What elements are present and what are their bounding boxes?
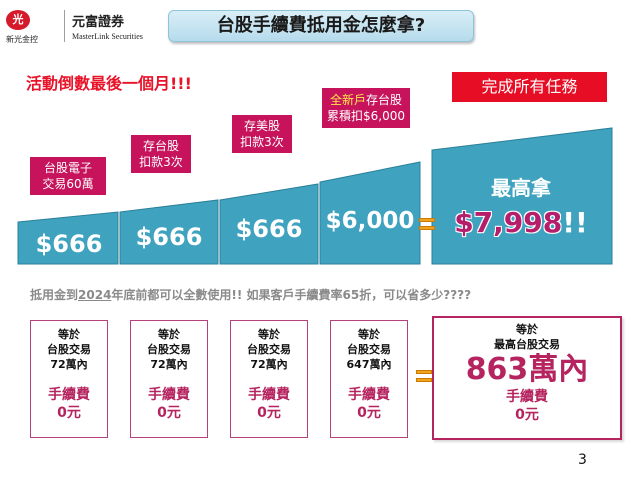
- max-amount: $7,998!!: [432, 206, 610, 239]
- task-tag-label: 存台股 累積扣$6,000: [327, 93, 405, 123]
- max-savings-box: 等於 最高台股交易 863萬內 手續費 0元: [432, 316, 622, 440]
- note-part-2: 年底前都可以全數使用!! 如果客戶手續費率65折，可以省多少????: [111, 288, 472, 302]
- savings-box-2: 等於 台股交易 72萬內 手續費 0元: [130, 320, 208, 438]
- ramp-segment-2: [119, 199, 219, 265]
- box-title: 等於: [258, 328, 280, 341]
- task-tag-tw-stock-deduct: 存台股 扣款3次: [131, 135, 191, 173]
- max-box-title: 等於: [516, 323, 538, 336]
- box-trade-line-1: 台股交易: [247, 343, 291, 356]
- ramp-value-3: $666: [235, 215, 303, 243]
- box-title: 等於: [358, 328, 380, 341]
- max-amount-exclaim: !!: [562, 206, 588, 239]
- max-box-fee: 手續費: [506, 389, 548, 405]
- new-account-highlight: 全新戶: [329, 93, 366, 107]
- box-fee: 手續費: [348, 387, 390, 403]
- max-label: 最高拿: [491, 176, 551, 200]
- box-trade-line-2: 72萬內: [250, 358, 288, 371]
- task-tag-label: 台股電子 交易60萬: [42, 161, 94, 191]
- box-fee-amount: 0元: [357, 405, 381, 421]
- max-amount-value: $7,998: [454, 206, 563, 239]
- box-fee: 手續費: [48, 387, 90, 403]
- page-number: 3: [578, 452, 587, 468]
- box-fee-amount: 0元: [257, 405, 281, 421]
- task-tag-us-stock-deduct: 存美股 扣款3次: [232, 115, 292, 153]
- savings-box-4: 等於 台股交易 647萬內 手續費 0元: [330, 320, 408, 438]
- box-fee-amount: 0元: [157, 405, 181, 421]
- box-fee-amount: 0元: [57, 405, 81, 421]
- equals-icon: [416, 370, 432, 384]
- box-trade-line-1: 台股交易: [347, 343, 391, 356]
- task-tag-new-account: 全新戶存台股 累積扣$6,000: [322, 88, 410, 128]
- logo-mark-icon: 光: [6, 10, 30, 30]
- usage-note: 抵用金到2024年底前都可以全數使用!! 如果客戶手續費率65折，可以省多少??…: [30, 286, 471, 303]
- ramp-segment-4: [319, 161, 421, 265]
- box-trade-line-1: 台股交易: [147, 343, 191, 356]
- page-title: 台股手續費抵用金怎麼拿?: [168, 10, 474, 42]
- box-trade-line-2: 72萬內: [150, 358, 188, 371]
- max-box-fee-amount: 0元: [515, 407, 539, 423]
- task-tag-label: 存台股 扣款3次: [139, 139, 183, 169]
- task-tag-label: 存美股 扣款3次: [240, 119, 284, 149]
- logo-chinese-name: 元富證券: [72, 15, 125, 30]
- ramp-value-1: $666: [35, 230, 103, 258]
- equals-icon: [419, 218, 435, 232]
- campaign-countdown: 活動倒數最後一個月!!!: [26, 74, 192, 93]
- box-trade-line-1: 台股交易: [47, 343, 91, 356]
- max-box-amount: 863萬內: [465, 352, 589, 387]
- box-trade-line-2: 647萬內: [346, 358, 392, 371]
- ramp-segment-1: [17, 211, 119, 265]
- box-trade-line-2: 72萬內: [50, 358, 88, 371]
- ramp-segment-3: [219, 183, 319, 265]
- company-logo: 光 新光金控 元富證券 MasterLink Securities: [6, 8, 156, 46]
- ramp-value-4: $6,000: [325, 208, 415, 234]
- logo-subtitle: 新光金控: [6, 35, 38, 44]
- savings-box-3: 等於 台股交易 72萬內 手續費 0元: [230, 320, 308, 438]
- complete-all-tasks-banner: 完成所有任務: [452, 72, 607, 102]
- max-box-subtitle: 最高台股交易: [494, 338, 560, 351]
- logo-divider: [64, 10, 65, 42]
- logo-english-name: MasterLink Securities: [72, 32, 143, 41]
- ramp-value-2: $666: [135, 223, 203, 251]
- task-tag-electronic-trade: 台股電子 交易60萬: [30, 157, 106, 195]
- box-fee: 手續費: [248, 387, 290, 403]
- box-title: 等於: [58, 328, 80, 341]
- box-title: 等於: [158, 328, 180, 341]
- note-year: 2024: [78, 288, 112, 302]
- box-fee: 手續費: [148, 387, 190, 403]
- savings-box-1: 等於 台股交易 72萬內 手續費 0元: [30, 320, 108, 438]
- note-part-1: 抵用金到: [30, 288, 79, 302]
